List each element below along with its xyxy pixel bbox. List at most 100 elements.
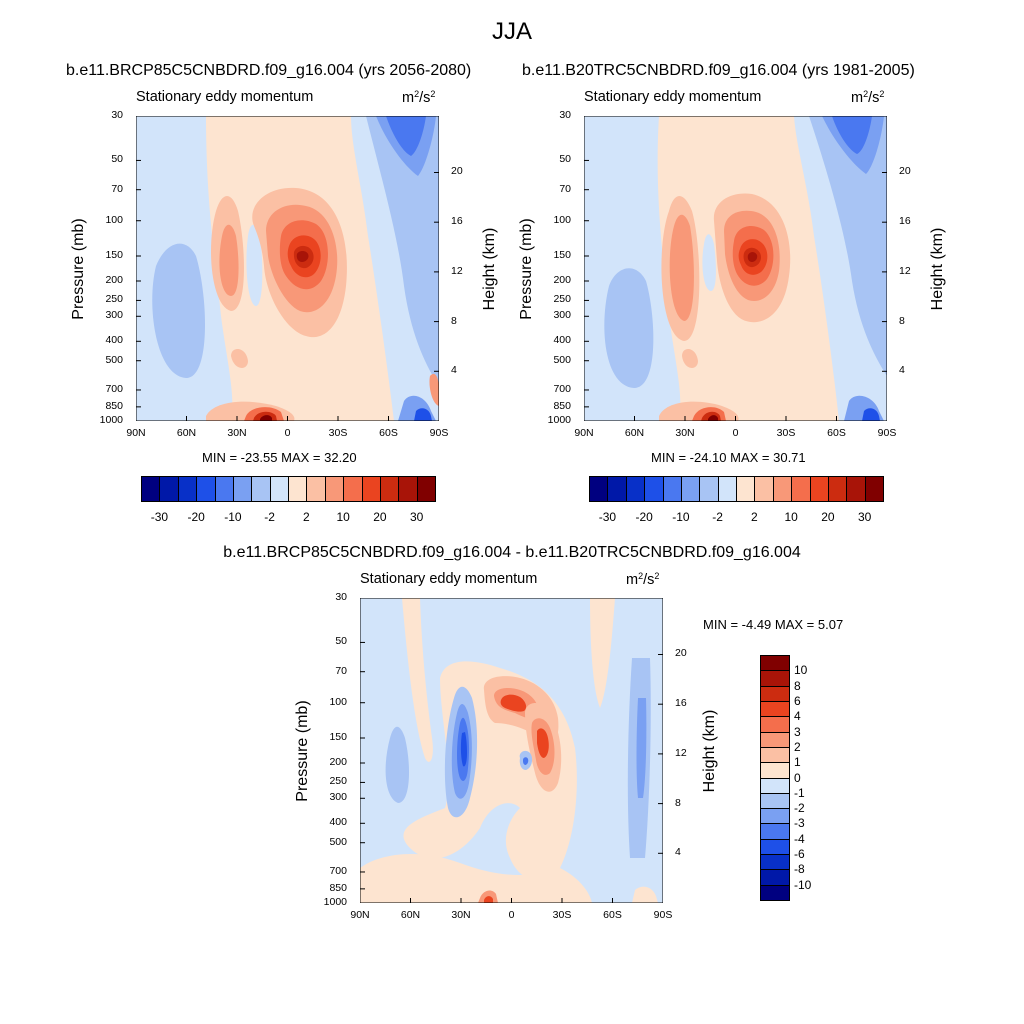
x-tick-label: 90S [653, 909, 673, 921]
x-tick-label: 60S [603, 909, 622, 921]
colorbar-label: -2 [794, 801, 805, 816]
height-ticks [434, 171, 439, 372]
y-tick-label: 300 [329, 791, 347, 804]
contour-region [152, 243, 206, 378]
colorbar-swatch [324, 476, 345, 502]
contour-region [360, 853, 592, 903]
x-tick-label: 30S [552, 909, 572, 921]
y-tick-label: 30 [559, 109, 571, 121]
colorbar-label: 20 [821, 510, 835, 524]
contour-region [862, 408, 880, 421]
contour-plot-right [584, 116, 887, 421]
contour-region [523, 757, 529, 765]
y-tick-label: 400 [329, 816, 347, 829]
height-tick-label: 20 [451, 165, 463, 178]
height-tick-label: 4 [899, 364, 905, 377]
colorbar-label: 10 [784, 510, 798, 524]
colorbar-swatch [760, 670, 790, 687]
colorbar-swatch [269, 476, 289, 502]
ylabel-right: Pressure (mb) [518, 218, 535, 320]
page-title: JJA [491, 18, 532, 45]
colorbar-left [141, 476, 436, 502]
colorbar-label: 2 [303, 510, 310, 524]
y-tick-label: 250 [553, 293, 571, 306]
contour-region [708, 415, 718, 421]
colorbar-swatch [288, 476, 308, 502]
colorbar-label: 3 [794, 724, 801, 739]
colorbar-swatch [607, 476, 627, 502]
x-ticks [584, 416, 887, 421]
colorbar-swatch [760, 700, 790, 718]
colorbar-label: -3 [794, 816, 805, 831]
colorbar-label: 10 [794, 663, 808, 678]
y-tick-label: 400 [553, 334, 571, 347]
case-title-left: b.e11.BRCP85C5CNBDRD.f09_g16.004 (yrs 20… [66, 62, 472, 79]
colorbar-label: 2 [794, 739, 801, 754]
y-tick-label: 1000 [99, 414, 123, 426]
contour-region [385, 726, 410, 803]
height-tick-label: 8 [451, 314, 457, 327]
colorbar-swatch [159, 476, 179, 502]
y-tick-label: 70 [559, 182, 571, 195]
y-tick-label: 50 [111, 153, 123, 166]
colorbar-swatch [196, 476, 216, 502]
y-tick-label: 850 [329, 881, 347, 894]
colorbar-swatch [141, 476, 161, 502]
colorbar-swatch [416, 476, 436, 502]
x-tick-label: 30N [227, 427, 247, 439]
colorbar-swatch [379, 476, 400, 502]
x-tick-label: 60N [176, 427, 197, 439]
height-tick-label: 12 [675, 746, 687, 759]
colorbar-label: 10 [336, 510, 350, 524]
colorbar-swatch [809, 476, 829, 502]
y-tick-label: 150 [105, 248, 123, 261]
colorbar-swatch [361, 476, 381, 502]
contour-region [231, 349, 248, 368]
x-ticks [360, 898, 663, 903]
y-tick-label: 30 [111, 109, 123, 121]
colorbar-swatch [398, 476, 418, 502]
height-tick-label: 16 [675, 697, 687, 710]
colorbar-swatch [760, 854, 790, 871]
colorbar-label: -10 [794, 877, 812, 892]
colorbar-label: -10 [672, 510, 690, 524]
colorbar-label: -2 [264, 510, 275, 524]
colorbar-label: 1 [794, 755, 801, 770]
colorbar-swatch [306, 476, 326, 502]
x-tick-label: 90S [877, 427, 897, 439]
case-title-diff: b.e11.BRCP85C5CNBDRD.f09_g16.004 - b.e11… [223, 544, 801, 561]
height-tick-label: 16 [899, 215, 911, 228]
x-tick-label: 60N [624, 427, 645, 439]
min-max-left: MIN = -23.55 MAX = 32.20 [202, 450, 357, 465]
plot-title-diff: Stationary eddy momentum [360, 571, 538, 587]
y-tick-label: 700 [329, 864, 347, 877]
colorbar-label: -30 [598, 510, 617, 524]
x-tick-label: 60S [827, 427, 846, 439]
colorbar-swatch [760, 884, 790, 901]
y-tick-label: 200 [329, 756, 347, 768]
y-tick-label: 50 [335, 635, 347, 648]
colorbar-swatch [736, 476, 756, 502]
contour-region [590, 598, 615, 708]
y-tick-label: 850 [105, 399, 123, 412]
colorbar-swatch [662, 476, 682, 502]
height-tick-label: 8 [675, 796, 681, 809]
colorbar-label: -10 [224, 510, 242, 524]
contour-region [460, 732, 467, 767]
colorbar-label: -6 [794, 847, 805, 862]
y-tick-label: 250 [105, 293, 123, 306]
x-tick-label: 0 [732, 427, 739, 439]
y-tick-label: 500 [553, 353, 571, 366]
y-tick-label: 850 [553, 399, 571, 412]
ylabel-left: Pressure (mb) [70, 218, 87, 320]
contour-region [246, 224, 263, 306]
contour-region [682, 349, 698, 368]
height-ticks [882, 171, 887, 372]
contour-region [484, 896, 493, 903]
height-ticks [658, 653, 663, 854]
ylabel-diff: Pressure (mb) [294, 700, 311, 802]
y-tick-label: 150 [329, 730, 347, 743]
y-tick-label: 700 [105, 382, 123, 395]
colorbar-swatch [760, 777, 790, 794]
contour-plot-left [136, 116, 439, 421]
